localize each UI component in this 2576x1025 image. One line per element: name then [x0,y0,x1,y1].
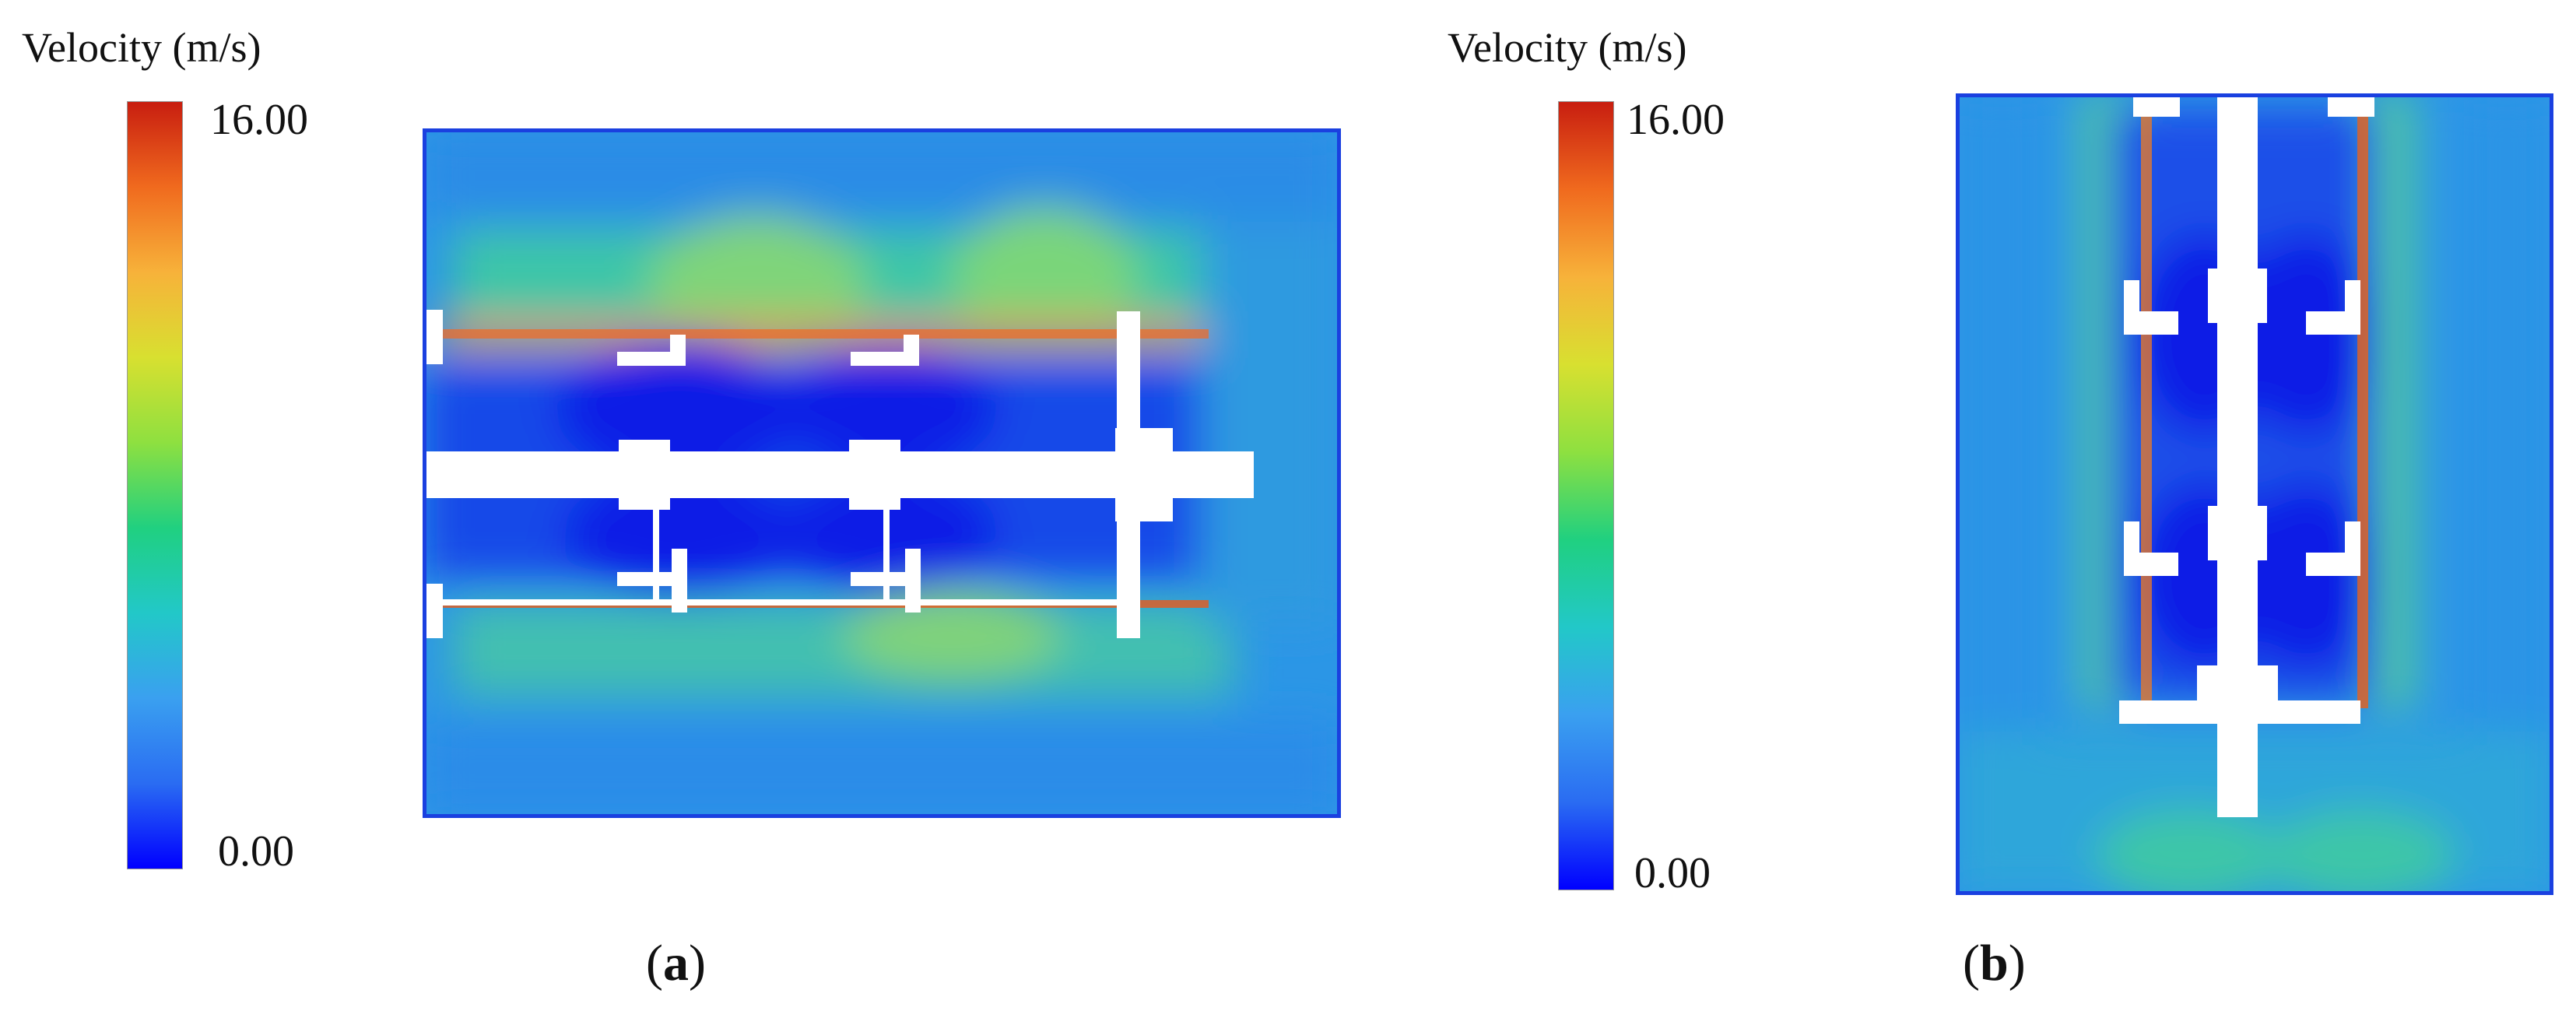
colorbar-a-title: Velocity (m/s) [22,24,261,71]
obstacles-a [423,310,1254,638]
colorbar-b-title: Velocity (m/s) [1448,24,1687,71]
colorbar-a [127,101,183,869]
panel-a-caption: (a) [646,935,706,992]
velocity-contour-b [1956,93,2553,895]
colorbar-b-max-label: 16.00 [1627,96,1725,144]
obstacles-b [2119,93,2374,817]
colorbar-b [1558,101,1614,890]
panel-b-label: b [1979,935,2009,992]
colorbar-a-min-label: 0.00 [218,827,294,876]
velocity-contour-a [423,128,1341,818]
colorbar-b-min-label: 0.00 [1634,849,1711,897]
flow-field [423,128,1341,818]
colorbar-a-max-label: 16.00 [210,96,308,144]
panel-a-label: a [662,935,689,992]
panel-b-caption: (b) [1963,935,2026,992]
